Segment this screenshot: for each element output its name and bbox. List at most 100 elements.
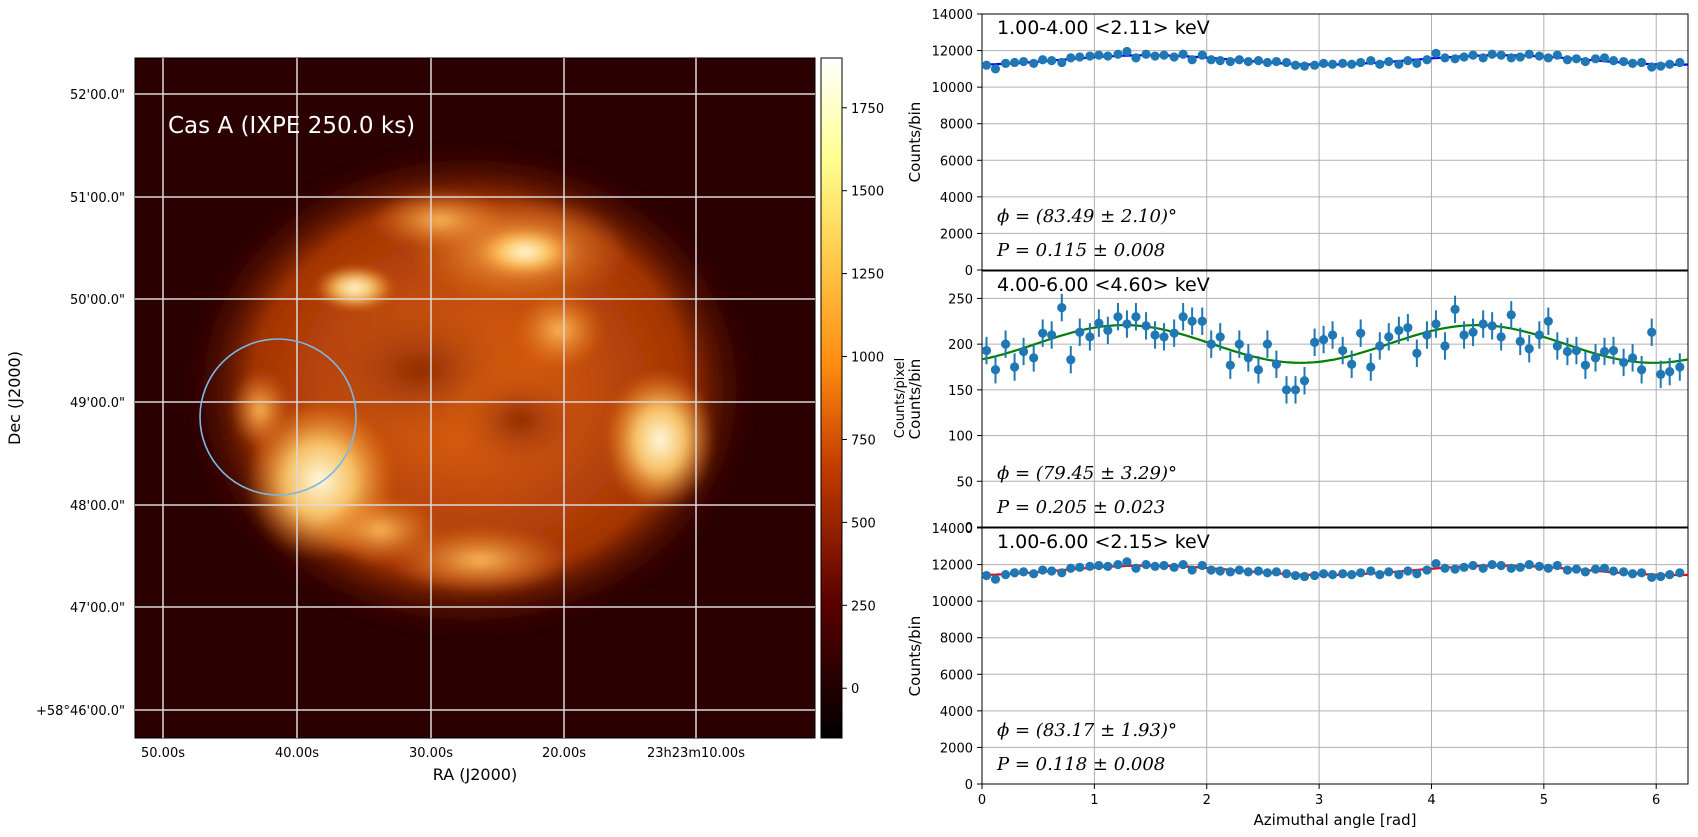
- plot-frame: [981, 270, 1689, 528]
- x-tick-label: 2: [1203, 793, 1211, 808]
- data-point: [1299, 61, 1310, 71]
- data-point: [1327, 59, 1338, 69]
- data-point: [1628, 58, 1638, 68]
- data-point: [1141, 321, 1151, 331]
- data-point: [1608, 345, 1619, 356]
- data-point: [1094, 50, 1104, 60]
- data-point: [1534, 330, 1544, 340]
- data-point: [1000, 339, 1011, 349]
- data-point: [1085, 332, 1095, 342]
- data-point: [1047, 566, 1057, 576]
- ra-tick-label: 20.00s: [542, 746, 586, 761]
- colorbar-tick-label: 750: [851, 433, 876, 448]
- data-point: [1281, 385, 1292, 395]
- polarization-annotation: P = 0.205 ± 0.023: [996, 497, 1165, 518]
- data-point: [1290, 60, 1301, 70]
- data-point: [1281, 57, 1292, 68]
- data-point: [1075, 327, 1085, 337]
- data-point: [1356, 57, 1366, 68]
- data-point: [1562, 565, 1573, 575]
- data-point: [1299, 571, 1310, 582]
- data-point: [1131, 563, 1141, 573]
- data-point: [1178, 49, 1188, 59]
- data-point: [1000, 570, 1011, 580]
- y-axis-label: Counts/bin: [906, 359, 924, 440]
- data-point: [1636, 568, 1647, 578]
- data-point: [1327, 330, 1338, 340]
- data-point: [1552, 341, 1562, 351]
- data-point: [1310, 570, 1320, 581]
- data-point: [1571, 564, 1582, 574]
- data-point: [1262, 568, 1273, 578]
- data-point: [1468, 560, 1478, 571]
- data-point: [1590, 54, 1601, 64]
- data-point: [1187, 565, 1197, 575]
- dec-tick-label: 50'00.0": [70, 293, 125, 308]
- data-point: [1478, 319, 1488, 329]
- data-point: [1141, 559, 1151, 570]
- data-point: [1178, 559, 1188, 570]
- data-point: [1253, 566, 1264, 576]
- data-point: [1281, 569, 1292, 579]
- dec-tick-label: 48'00.0": [70, 499, 125, 514]
- data-point: [1066, 53, 1076, 63]
- data-point: [1552, 560, 1562, 571]
- data-point: [1440, 341, 1450, 351]
- panel-title: 1.00-6.00 <2.15> keV: [997, 531, 1210, 553]
- y-axis-label: Counts/bin: [906, 616, 924, 697]
- data-point: [1366, 362, 1376, 372]
- colorbar-tick-label: 1500: [851, 185, 884, 200]
- data-point: [1506, 53, 1516, 63]
- y-tick-label: 10000: [932, 595, 973, 610]
- data-point: [1608, 56, 1619, 66]
- data-point: [1375, 570, 1385, 580]
- data-point: [1478, 53, 1488, 63]
- ra-tick-label: 30.00s: [409, 746, 453, 761]
- extraction-region-circle: [199, 338, 357, 496]
- data-point: [1159, 332, 1169, 342]
- data-point: [1468, 50, 1478, 60]
- y-tick-label: 4000: [940, 191, 973, 206]
- cas-a-emission: [180, 140, 760, 640]
- x-axis-label: Azimuthal angle [rad]: [1254, 811, 1417, 829]
- data-point: [1656, 571, 1666, 582]
- data-point: [1206, 55, 1216, 65]
- plot-area: [982, 271, 1688, 527]
- plot-frame: [981, 527, 1689, 785]
- modulation-panel-2: 0 50 100 150 200 250 4.00-6.00 <4.60> keV Count…: [906, 270, 1689, 536]
- data-point: [1113, 559, 1123, 570]
- data-point: [1515, 336, 1525, 346]
- data-point: [1338, 345, 1348, 356]
- data-point: [1047, 330, 1057, 340]
- data-point: [1515, 562, 1525, 572]
- data-point: [1094, 560, 1104, 571]
- y-tick-label: 4000: [940, 705, 973, 720]
- data-point: [1094, 318, 1104, 328]
- data-point: [1347, 570, 1357, 580]
- data-point: [1619, 56, 1629, 67]
- data-point: [1580, 567, 1591, 577]
- data-point: [1366, 566, 1376, 576]
- data-point: [1394, 570, 1404, 580]
- data-point: [1038, 328, 1048, 338]
- data-point: [1590, 353, 1601, 363]
- data-point: [1403, 566, 1413, 576]
- data-point: [1000, 58, 1011, 68]
- data-point: [1253, 56, 1264, 66]
- data-point: [1057, 568, 1067, 578]
- data-point: [1057, 302, 1067, 313]
- y-tick-label: 2000: [940, 227, 973, 242]
- data-point: [1338, 58, 1348, 68]
- data-point: [1422, 330, 1432, 340]
- data-point: [1215, 332, 1225, 342]
- data-point: [1253, 365, 1264, 375]
- x-tick-label: 3: [1315, 793, 1323, 808]
- data-point: [1675, 568, 1685, 578]
- data-point: [1197, 560, 1207, 571]
- data-point: [1562, 55, 1573, 65]
- data-point: [1506, 310, 1516, 320]
- data-point: [1628, 569, 1638, 579]
- modulation-panel-3: 0 2000 4000 6000 8000 10000 12000 14000 1.00-6.0…: [906, 522, 1689, 829]
- data-point: [1085, 561, 1095, 572]
- colorbar-tick-label: 1750: [851, 102, 884, 117]
